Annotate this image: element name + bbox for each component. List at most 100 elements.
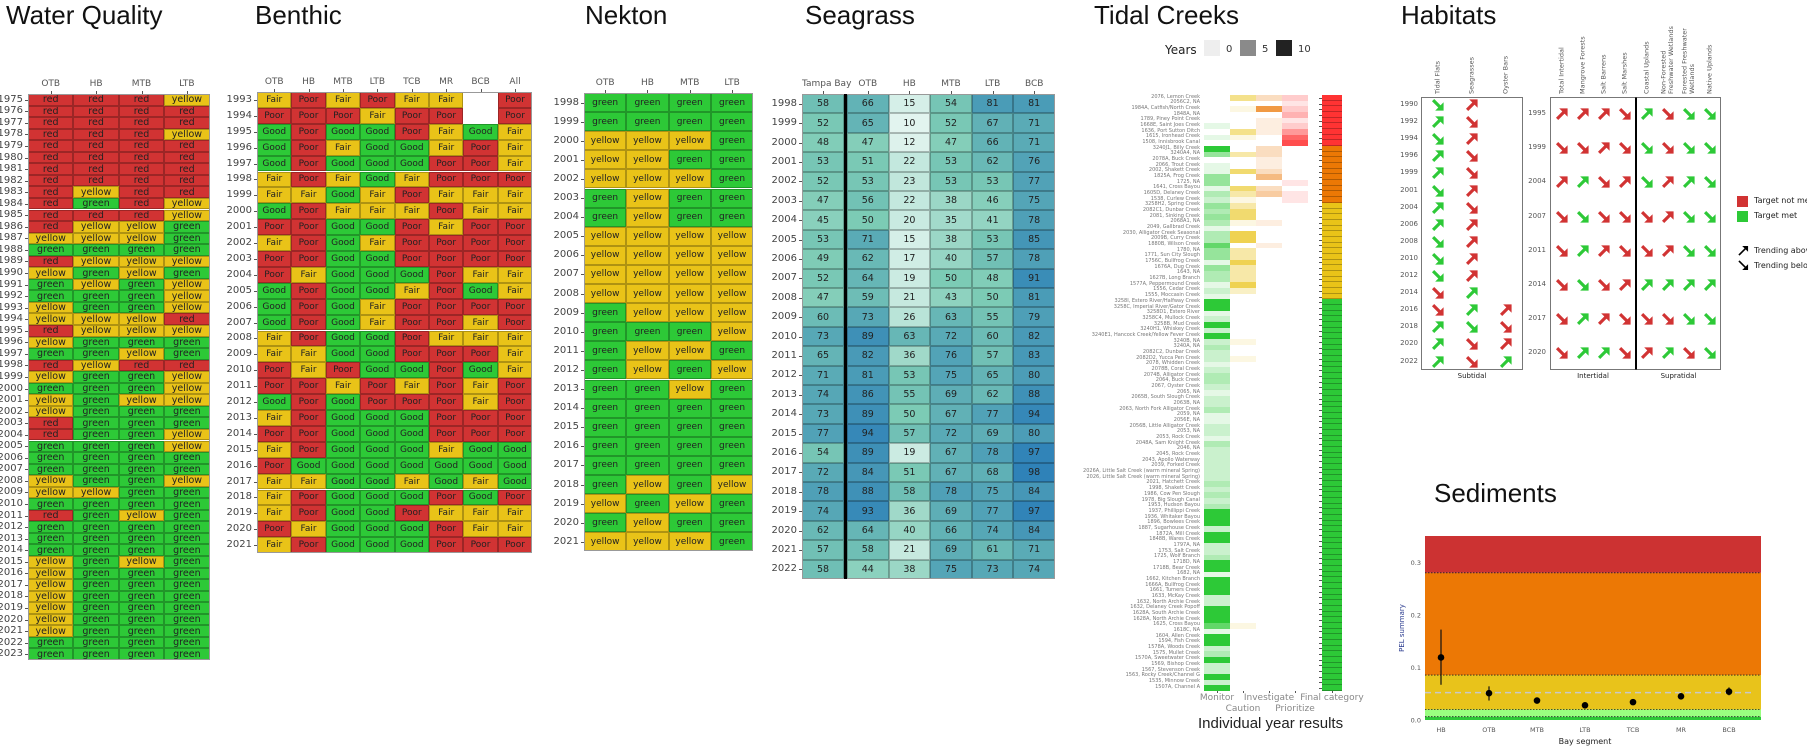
row-year-label: 1991 [0, 278, 23, 290]
table-cell: green [73, 267, 119, 279]
row-tick [25, 376, 28, 378]
trend-up-arrow-icon [1682, 176, 1695, 189]
row-year-label: 2008 [553, 287, 579, 299]
row-tick [1319, 444, 1322, 446]
row-year-label: 1977 [0, 116, 23, 128]
row-year-label: 1992 [0, 290, 23, 302]
row-tick [1319, 131, 1322, 133]
supratidal-label: Supratidal [1660, 372, 1697, 380]
column-header: HB [302, 77, 316, 87]
row-tick [1319, 256, 1322, 258]
trend-down-arrow-icon [1661, 313, 1674, 325]
row-year-label: 2003 [771, 194, 797, 206]
row-tick [1319, 415, 1322, 417]
column-header: MTB [680, 78, 700, 88]
row-tick [1319, 160, 1322, 162]
habitat-column-label: Tidal Flats [1433, 60, 1442, 94]
trend-up-arrow-icon [1465, 184, 1478, 197]
trend-up-arrow-icon [1431, 116, 1444, 129]
habitat-column-label: Forested Freshwater Wetlands [1680, 28, 1697, 94]
row-year-label: 1986 [0, 220, 23, 232]
trend-down-arrow-icon [1431, 269, 1444, 282]
row-year-label: 2003 [553, 192, 579, 204]
legend-label-10: 10 [1298, 44, 1311, 55]
row-year-label: 1994 [226, 109, 252, 121]
intertidal-label: Intertidal [1577, 372, 1609, 380]
trend-up-arrow-icon [1431, 321, 1444, 334]
table-cell: green [73, 428, 119, 441]
column-header: All [509, 77, 521, 87]
habitat-year-label: 2016 [1400, 305, 1418, 314]
row-tick [1319, 347, 1322, 349]
x-tick-label: BCB [1722, 726, 1735, 734]
row-year-label: 2007 [0, 463, 23, 475]
trend-down-arrow-icon [1555, 313, 1568, 325]
habitat-column-label: Non-Forested Freshwater Wetlands [1659, 26, 1676, 94]
year-count-cell [1230, 106, 1256, 113]
row-tick [1319, 500, 1322, 502]
row-tick [1319, 211, 1322, 213]
year-count-cell [1256, 174, 1282, 181]
table-cell: green [73, 417, 119, 429]
x-tick-label: MR [1676, 726, 1687, 734]
row-year-label: 2003 [0, 417, 23, 429]
row-tick [25, 226, 28, 228]
sediments-title: Sediments [1434, 478, 1557, 508]
table-cell: yellow [118, 348, 165, 360]
row-tick [1319, 574, 1322, 576]
row-tick [25, 180, 28, 182]
row-year-label: 2006 [553, 249, 579, 261]
row-year-label: 2014 [553, 402, 579, 414]
table-cell: red [73, 151, 119, 164]
row-year-label: 2005 [0, 440, 23, 452]
trend-down-arrow-icon [1640, 210, 1653, 223]
row-year-label: 2010 [0, 498, 23, 510]
habitat-year-label: 1992 [1400, 117, 1418, 126]
row-year-label: 1983 [0, 186, 23, 198]
tidal-column-label: Investigate [1243, 693, 1295, 703]
row-year-label: 2008 [771, 291, 797, 303]
table-cell: green [73, 348, 119, 360]
year-count-cell [1230, 356, 1256, 362]
table-cell: green [73, 371, 119, 383]
row-tick [1319, 682, 1322, 684]
column-tick [186, 91, 188, 94]
creek-label: 1507A, Channel A [1155, 683, 1200, 690]
row-tick [1319, 120, 1322, 122]
row-year-label: 2004 [226, 268, 252, 280]
table-cell: green [118, 290, 165, 302]
row-tick [25, 249, 28, 251]
row-year-label: 1997 [0, 347, 23, 359]
row-tick [1319, 205, 1322, 207]
tidal-creeks-title: Tidal Creeks [1094, 0, 1239, 30]
trending-above-icon [1738, 245, 1749, 256]
table-cell: red [73, 163, 119, 175]
table-cell: red [118, 140, 165, 152]
legend-swatch-5 [1240, 40, 1256, 56]
row-year-label: 2012 [553, 363, 579, 375]
table-cell: green [118, 405, 165, 418]
table-cell: yellow [118, 313, 165, 325]
sediments-chart: 0.0 0.1 0.2 0.3 HB OTB MTB LTB TCB MR BCB Bay segme… [1398, 536, 1761, 746]
row-year-label: 1981 [0, 163, 23, 175]
row-tick [25, 400, 28, 402]
trend-down-arrow-icon [1618, 210, 1631, 223]
table-cell: yellow [73, 325, 119, 337]
row-tick [1319, 466, 1322, 468]
column-header: HB [89, 79, 103, 89]
table-cell: red [118, 151, 165, 164]
table-cell: green [118, 417, 165, 429]
trend-up-arrow-icon [1661, 245, 1674, 257]
row-tick [25, 157, 28, 159]
row-tick [1319, 461, 1322, 463]
trend-up-arrow-icon [1555, 176, 1568, 189]
habitat-year-label: 2007 [1528, 211, 1546, 220]
column-tick [96, 91, 98, 94]
row-year-label: 2022 [0, 636, 23, 648]
trend-down-arrow-icon [1618, 313, 1631, 325]
row-year-label: 2010 [553, 325, 579, 337]
row-tick [1319, 597, 1322, 599]
habitat-year-label: 1994 [1400, 134, 1418, 143]
row-tick [1319, 245, 1322, 247]
trend-up-arrow-icon [1465, 253, 1478, 265]
